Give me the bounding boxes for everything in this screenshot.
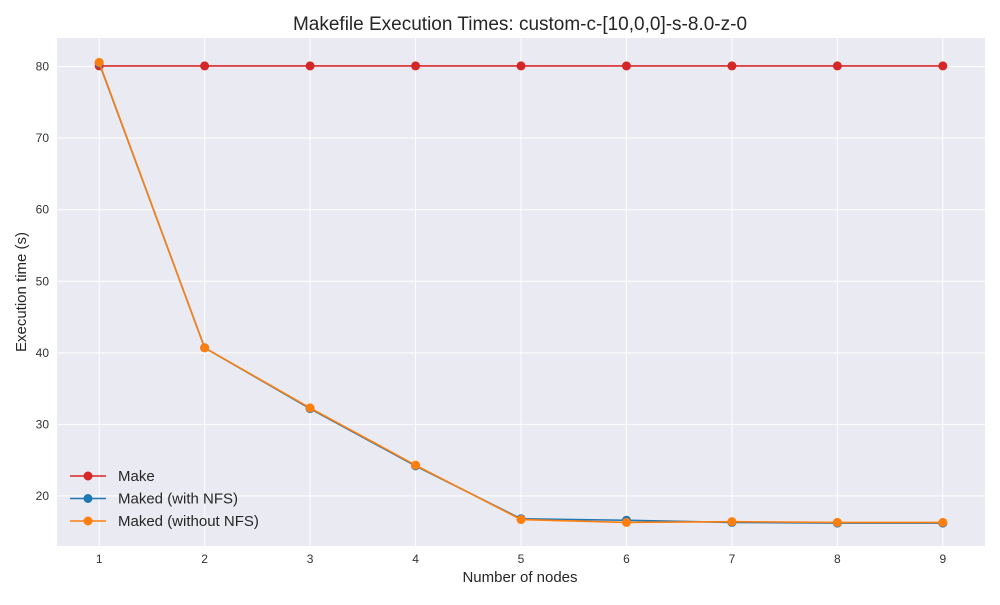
x-tick-label: 7 — [729, 552, 736, 566]
data-point — [411, 460, 421, 470]
data-point — [516, 515, 526, 525]
legend-label: Maked (with NFS) — [118, 491, 238, 508]
data-point — [200, 343, 210, 353]
data-point — [832, 61, 842, 71]
x-tick-label: 9 — [939, 552, 946, 566]
x-tick-label: 8 — [834, 552, 841, 566]
data-point — [832, 517, 842, 527]
legend-marker — [83, 494, 93, 503]
data-point — [938, 517, 948, 527]
data-point — [621, 61, 631, 71]
legend: Make Maked (with NFS) Maked (without NFS) — [70, 468, 259, 530]
x-tick-label: 6 — [623, 552, 630, 566]
data-point — [516, 61, 526, 71]
x-tick-label: 5 — [518, 552, 525, 566]
y-tick-label: 70 — [36, 131, 50, 145]
tick-labels: 1 2 3 4 5 6 7 8 9 20 30 40 50 60 70 80 — [36, 60, 947, 566]
grid-lines — [57, 38, 985, 546]
series — [94, 57, 948, 527]
legend-label: Make — [118, 468, 155, 485]
y-tick-label: 30 — [36, 417, 50, 431]
x-tick-label: 2 — [201, 552, 208, 566]
data-point — [621, 517, 631, 527]
data-point — [94, 57, 104, 67]
x-tick-label: 1 — [96, 552, 103, 566]
data-point — [411, 61, 421, 71]
y-tick-label: 80 — [36, 60, 50, 74]
y-tick-label: 50 — [36, 274, 50, 288]
data-point — [727, 517, 737, 527]
y-tick-label: 20 — [36, 489, 50, 503]
y-axis-label: Execution time (s) — [13, 232, 30, 352]
x-tick-label: 3 — [307, 552, 314, 566]
legend-label: Maked (without NFS) — [118, 513, 259, 530]
y-tick-label: 60 — [36, 203, 50, 217]
series — [94, 61, 948, 71]
data-point — [305, 61, 315, 71]
data-point — [938, 61, 948, 71]
data-point — [200, 61, 210, 71]
data-point — [305, 403, 315, 413]
x-axis-label: Number of nodes — [462, 569, 577, 586]
legend-marker — [83, 471, 93, 481]
chart-title: Makefile Execution Times: custom-c-[10,0… — [293, 14, 747, 35]
y-tick-label: 40 — [36, 346, 50, 360]
series-group — [94, 57, 948, 528]
legend-item: Maked (with NFS) — [70, 491, 238, 508]
legend-item: Maked (without NFS) — [70, 513, 259, 530]
x-tick-label: 4 — [412, 552, 419, 566]
legend-item: Make — [70, 468, 155, 485]
data-point — [727, 61, 737, 71]
legend-marker — [83, 516, 93, 526]
